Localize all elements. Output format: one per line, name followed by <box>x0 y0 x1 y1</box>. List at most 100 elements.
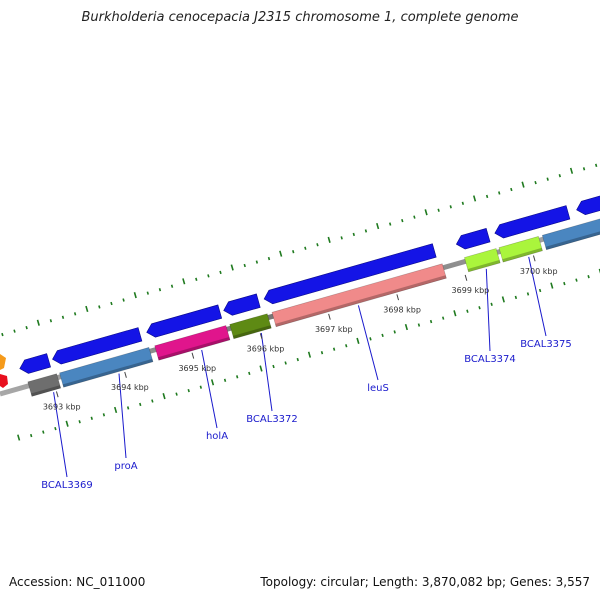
kbp-tick <box>259 333 263 340</box>
scale-tick <box>307 351 312 358</box>
scale-tick <box>526 292 530 296</box>
kbp-tick <box>124 371 127 378</box>
kbp-label: 3697 kbp <box>315 325 353 334</box>
scale-tick <box>36 319 40 326</box>
scale-tick <box>210 379 215 386</box>
gene-block-bcal3375 <box>541 218 600 251</box>
strand-arrow <box>263 243 437 305</box>
scale-tick <box>546 177 549 181</box>
scale-tick <box>49 319 53 323</box>
scale-tick <box>272 364 275 369</box>
scale-tick <box>534 180 537 185</box>
scale-tick <box>587 275 590 279</box>
scale-tick <box>219 270 222 275</box>
scale-tick <box>478 306 481 310</box>
scale-tick <box>352 232 355 237</box>
scale-tick <box>73 312 77 316</box>
scale-tick <box>223 378 227 382</box>
scale-tick <box>401 218 404 223</box>
scale-tick <box>279 250 283 257</box>
scale-tick <box>255 260 259 264</box>
scale-tick <box>510 187 513 192</box>
gene-block-bcal3374 <box>464 248 501 273</box>
kbp-scale: 3693 kbp 3694 kbp 3695 kbp 3696 kbp 3697 kbp… <box>43 255 558 412</box>
kbp-tick <box>191 352 195 359</box>
gene-block-leus <box>271 263 447 328</box>
label-leader <box>485 268 491 352</box>
kbp-tick <box>55 391 59 398</box>
gene-label-proa: proA <box>114 461 137 472</box>
scale-tick <box>54 426 57 431</box>
scale-tick <box>388 222 392 226</box>
scale-tick <box>340 236 343 240</box>
scale-tick <box>594 163 598 168</box>
scale-tick <box>61 315 65 319</box>
gene-label-bcal3372: BCAL3372 <box>246 414 298 425</box>
scale-tick <box>356 337 360 344</box>
gene-block-hola <box>154 325 231 361</box>
gene-labels: BCAL3369 proA holA BCAL3372 leuS BCAL3374 BCAL… <box>41 339 572 491</box>
kbp-label: 3696 kbp <box>247 345 285 354</box>
scale-tick <box>413 215 416 219</box>
gene-block-proa <box>59 347 154 388</box>
gene-block-bcal3372 <box>229 313 272 340</box>
scale-tick <box>187 388 190 393</box>
scale-tick <box>42 430 45 434</box>
scale-tick <box>316 243 319 247</box>
scale-tick <box>65 420 69 427</box>
scale-tick <box>284 361 287 365</box>
scale-tick <box>453 310 457 317</box>
scale-tick <box>259 365 263 372</box>
scale-tick <box>13 329 16 333</box>
scale-tick <box>582 167 586 171</box>
partial-feature-orange <box>0 354 6 370</box>
gene-label-bcal3369: BCAL3369 <box>41 480 93 491</box>
scale-tick <box>501 296 505 303</box>
scale-tick <box>235 375 239 379</box>
scale-tick <box>170 284 174 288</box>
label-leader <box>260 332 273 412</box>
kbp-label: 3693 kbp <box>43 403 81 412</box>
scale-tick <box>126 406 130 410</box>
gene-block-bcal3369 <box>27 373 62 397</box>
scale-tick <box>1 332 4 337</box>
map-title: Burkholderia cenocepacia J2315 chromosom… <box>81 10 519 25</box>
gene-block-shade <box>545 231 600 250</box>
scale-tick <box>243 263 246 268</box>
scale-tick <box>114 406 118 414</box>
scale-tick <box>151 399 154 403</box>
scale-tick <box>498 191 501 195</box>
gene-label-bcal3374: BCAL3374 <box>464 354 516 365</box>
label-leader <box>118 373 127 459</box>
inner-tick-ring <box>17 268 600 441</box>
scale-tick <box>381 333 384 338</box>
partial-feature-red <box>0 374 8 388</box>
scale-tick <box>98 305 101 309</box>
scale-tick <box>575 278 578 282</box>
scale-tick <box>429 319 433 324</box>
gene-label-hola: holA <box>206 431 228 442</box>
kbp-label: 3695 kbp <box>178 364 216 373</box>
scale-tick <box>292 250 295 254</box>
accession-text: Accession: NC_011000 <box>9 575 146 589</box>
strand-arrow <box>223 293 261 316</box>
scale-tick <box>162 393 166 400</box>
scale-tick <box>30 433 33 438</box>
strand-arrow <box>576 195 600 216</box>
scale-tick <box>417 323 421 327</box>
scale-tick <box>133 292 137 299</box>
scale-tick <box>267 256 271 261</box>
scale-tick <box>146 291 149 295</box>
gene-block-shade <box>233 325 272 339</box>
scale-tick <box>195 277 198 281</box>
kbp-label: 3698 kbp <box>383 306 421 315</box>
gene-label-leus: leuS <box>367 383 389 394</box>
scale-tick <box>376 222 380 230</box>
gene-block-shade <box>275 275 447 327</box>
scale-tick <box>182 278 186 285</box>
scale-tick <box>466 309 469 313</box>
gene-block-shade <box>62 358 153 388</box>
scale-tick <box>369 337 372 341</box>
scale-tick <box>85 305 89 313</box>
